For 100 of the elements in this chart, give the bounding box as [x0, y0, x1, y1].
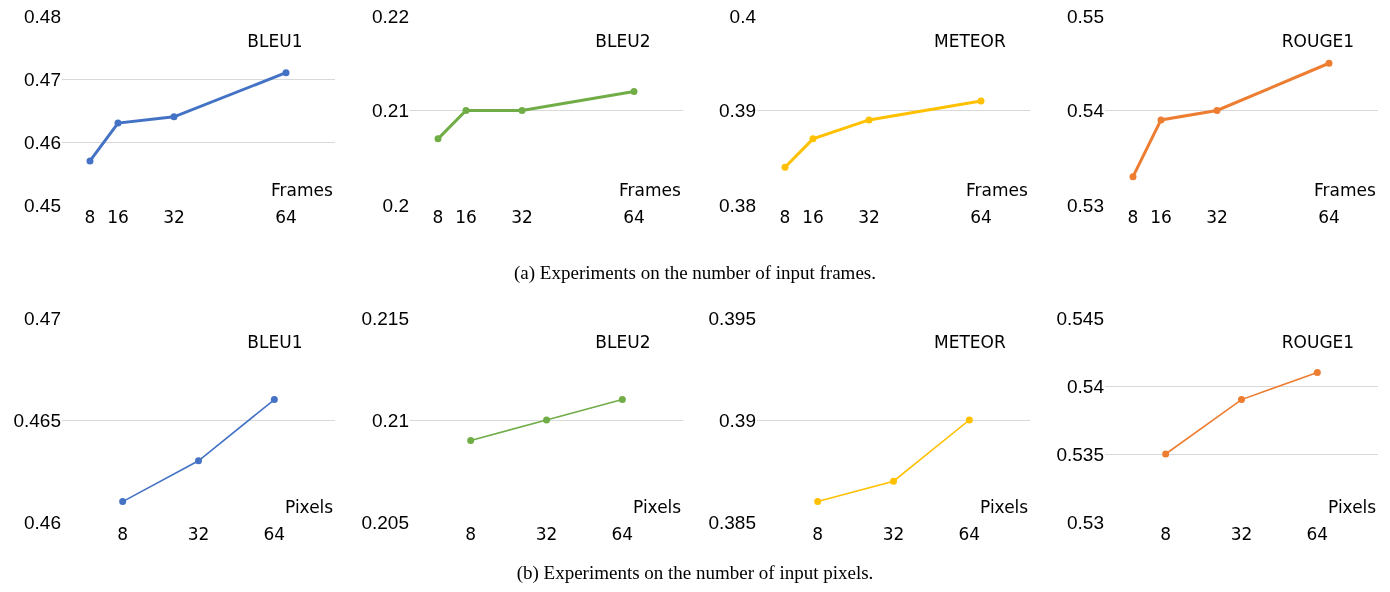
x-axis-title: Frames — [1313, 180, 1376, 200]
point — [1237, 396, 1245, 404]
y-tick-label: 0.47 — [24, 68, 61, 90]
x-tick-label: 8 — [1127, 207, 1138, 227]
y-tick-label: 0.54 — [1066, 100, 1104, 122]
point — [965, 416, 973, 424]
text: METEOR — [934, 332, 1006, 353]
y-tick-label: 0.54 — [1066, 375, 1104, 397]
x-tick-label: 16 — [454, 207, 477, 227]
point — [86, 157, 94, 165]
point — [809, 135, 817, 143]
point — [1313, 368, 1321, 376]
point — [1161, 450, 1169, 458]
y-tick-label: 0.21 — [371, 409, 409, 431]
text: ROUGE1 — [1281, 332, 1354, 353]
point — [1129, 173, 1136, 181]
point — [195, 457, 202, 465]
text: BLEU1 — [247, 332, 303, 353]
y-tick-label: 0.545 — [1055, 307, 1104, 329]
point — [119, 498, 127, 506]
y-tick-label: 0.21 — [371, 100, 409, 122]
point — [170, 113, 178, 121]
y-tick-label: 0.205 — [360, 511, 409, 533]
x-tick-label: 32 — [187, 524, 210, 544]
text: METEOR — [934, 30, 1006, 51]
point — [781, 163, 789, 171]
point — [1213, 107, 1220, 114]
y-tick-label: 0.38 — [719, 194, 756, 216]
y-tick-label: 0.2 — [382, 194, 409, 216]
text: BLEU2 — [594, 332, 651, 353]
point — [462, 107, 469, 114]
x-tick-label: 8 — [464, 524, 476, 544]
y-tick-label: 0.215 — [360, 307, 409, 329]
text: (a) Experiments on the number of input frames. — [513, 262, 877, 284]
x-tick-label: 16 — [107, 207, 129, 227]
y-tick-label: 0.46 — [24, 131, 61, 153]
x-axis-title: Pixels — [1327, 497, 1376, 517]
x-tick-label: 32 — [535, 524, 557, 544]
text: BLEU1 — [247, 30, 303, 51]
x-tick-label: 64 — [611, 524, 633, 544]
point — [434, 135, 441, 143]
y-tick-label: 0.53 — [1066, 194, 1104, 216]
point — [814, 498, 822, 506]
y-tick-label: 0.46 — [24, 511, 61, 533]
y-tick-label: 0.22 — [371, 5, 409, 27]
x-axis-title: Pixels — [632, 497, 681, 517]
text: ROUGE1 — [1281, 30, 1354, 51]
y-tick-label: 0.395 — [708, 307, 756, 329]
y-tick-label: 0.53 — [1066, 511, 1104, 533]
y-tick-label: 0.385 — [708, 511, 756, 533]
x-tick-label: 64 — [263, 524, 286, 544]
x-tick-label: 64 — [1317, 207, 1340, 227]
x-tick-label: 8 — [1159, 524, 1171, 544]
x-tick-label: 32 — [510, 207, 533, 227]
y-tick-label: 0.47 — [24, 307, 61, 329]
x-axis-title: Pixels — [980, 497, 1029, 517]
x-tick-label: 32 — [858, 207, 880, 227]
x-tick-label: 16 — [1149, 207, 1172, 227]
x-tick-label: 8 — [117, 524, 129, 544]
point — [518, 107, 525, 114]
x-tick-label: 64 — [970, 207, 992, 227]
x-tick-label: 8 — [84, 207, 96, 227]
x-tick-label: 64 — [958, 524, 981, 544]
x-tick-label: 8 — [812, 524, 824, 544]
x-tick-label: 64 — [622, 207, 645, 227]
point — [1157, 116, 1164, 124]
y-tick-label: 0.39 — [719, 100, 756, 122]
point — [270, 396, 278, 404]
x-tick-label: 64 — [1306, 524, 1328, 544]
x-tick-label: 64 — [275, 207, 297, 227]
point — [1325, 59, 1332, 67]
text: (b) Experiments on the number of input pixels. — [515, 562, 875, 584]
x-axis-title: Frames — [618, 180, 681, 200]
point — [114, 119, 122, 127]
y-tick-label: 0.55 — [1066, 5, 1104, 27]
point — [630, 88, 637, 96]
point — [466, 436, 474, 444]
x-tick-label: 32 — [1230, 524, 1252, 544]
y-tick-label: 0.48 — [24, 5, 61, 27]
x-axis-title: Frames — [271, 180, 333, 200]
point — [977, 97, 985, 105]
point — [890, 477, 897, 485]
x-tick-label: 32 — [882, 524, 905, 544]
y-tick-label: 0.465 — [13, 409, 61, 431]
point — [865, 116, 873, 124]
x-tick-label: 16 — [802, 207, 824, 227]
x-tick-label: 32 — [163, 207, 185, 227]
point — [618, 396, 626, 404]
x-axis-title: Frames — [966, 180, 1028, 200]
x-tick-label: 32 — [1205, 207, 1228, 227]
point — [282, 69, 290, 77]
x-axis-title: Pixels — [285, 497, 334, 517]
point — [542, 416, 550, 424]
text: BLEU2 — [594, 30, 651, 51]
y-tick-label: 0.4 — [729, 5, 757, 27]
y-tick-label: 0.45 — [24, 194, 61, 216]
x-tick-label: 8 — [432, 207, 443, 227]
y-tick-label: 0.535 — [1055, 443, 1104, 465]
x-tick-label: 8 — [779, 207, 791, 227]
y-tick-label: 0.39 — [719, 409, 756, 431]
